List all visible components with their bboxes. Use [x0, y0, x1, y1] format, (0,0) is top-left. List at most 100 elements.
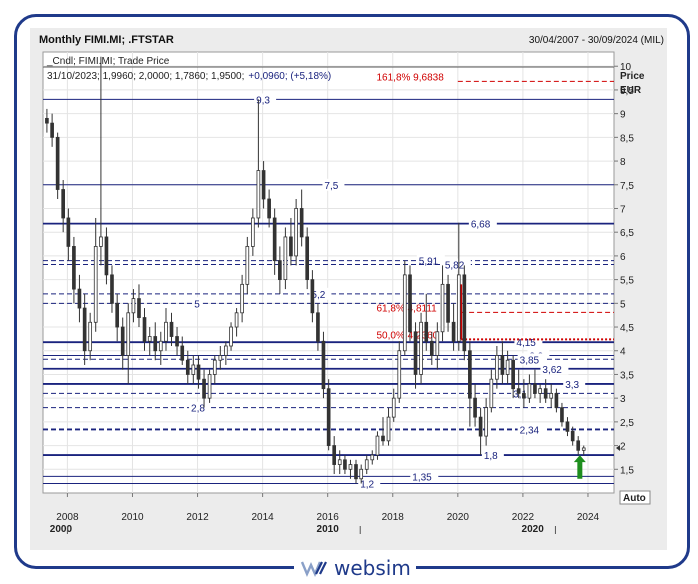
candle-body	[516, 388, 521, 394]
candle-body	[500, 355, 505, 375]
info-change: +0,0960; (+5,18%)	[248, 71, 331, 82]
candle-body	[332, 445, 337, 465]
y-tick-label: 6,5	[620, 228, 634, 239]
fib-label: 50,0% 4,2360	[376, 330, 438, 341]
level-label-bg	[322, 178, 345, 191]
candle-body	[364, 459, 369, 470]
candle-body	[61, 189, 66, 219]
y-tick-label: 8	[620, 157, 626, 168]
candle-body	[337, 459, 342, 465]
candle-body	[289, 236, 293, 257]
candle-body	[511, 359, 515, 390]
y-tick-label: 9	[620, 110, 626, 121]
candle-body	[478, 416, 483, 437]
candle-body	[229, 326, 233, 347]
candle-body	[462, 274, 467, 352]
price-axis: 1,5 2 2,5 3 3,5 4 4,5 5 5,5 6 6,5 7 7,5 8 8,5 9 9,5 10	[614, 62, 634, 476]
candle-body	[402, 274, 407, 352]
candle-body	[245, 246, 250, 285]
x-tick-label: 2016	[317, 512, 340, 523]
candle-body	[326, 388, 331, 446]
y-tick-label: 3	[620, 394, 626, 405]
candle-body	[413, 331, 418, 375]
candle-body	[82, 307, 87, 352]
candle-body	[115, 302, 120, 328]
arrow-shape	[573, 455, 586, 479]
y-tick-label: 3,5	[620, 370, 634, 381]
level-label: 5,91	[419, 257, 439, 268]
x-tick-label: 2024	[577, 512, 600, 523]
x-tick-label: 2018	[382, 512, 405, 523]
level-label-bg	[442, 258, 471, 271]
candle-body	[484, 407, 488, 437]
y-tick-label: 8,5	[620, 133, 634, 144]
candle-body	[381, 435, 385, 442]
candle-body	[185, 359, 190, 375]
candle-body	[343, 459, 347, 470]
price-axis-unit: EUR	[620, 85, 642, 96]
candle-body	[110, 274, 114, 304]
level-label: 2,34	[520, 425, 540, 436]
candlestick-series	[45, 56, 586, 484]
y-tick-label: 4,5	[620, 323, 634, 334]
level-label: 2,8	[191, 404, 205, 415]
y-tick-label: 2	[620, 442, 626, 453]
decade-label: 2010	[317, 524, 340, 535]
level-label: 3,85	[520, 355, 540, 366]
candle-body	[126, 312, 131, 356]
candle-body	[354, 464, 358, 480]
candle-body	[468, 350, 472, 399]
level-label: 3,1	[513, 389, 527, 400]
candle-body	[120, 326, 125, 356]
candle-body	[473, 397, 477, 418]
candle-body	[522, 393, 526, 399]
candle-body	[202, 378, 206, 399]
candle-body	[169, 321, 174, 337]
level-label-bg	[563, 377, 586, 390]
candle-body	[299, 208, 304, 238]
candle-body	[93, 246, 98, 323]
candle-body	[543, 388, 548, 399]
x-tick-label: 2014	[251, 512, 274, 523]
candle-body	[456, 274, 461, 342]
y-tick-label: 4	[620, 347, 626, 358]
candle-body	[72, 246, 76, 290]
level-label-bg	[468, 217, 497, 230]
level-label-bg	[192, 297, 203, 310]
y-tick-label: 7,5	[620, 181, 634, 192]
y-tick-label: 2,5	[620, 418, 634, 429]
info-values: 31/10/2023; 1,9960; 2,0000; 1,7860; 1,95…	[47, 71, 244, 82]
level-label: 4,15	[516, 338, 536, 349]
level-label: 1,2	[360, 480, 374, 491]
y-tick-label: 10	[620, 62, 632, 73]
candle-body	[375, 435, 380, 456]
x-tick-label: 2012	[186, 512, 209, 523]
candle-body	[153, 336, 158, 352]
candle-body	[77, 288, 82, 309]
auto-button[interactable]	[619, 490, 651, 505]
fibonacci-levels: 161,8% 9,6838 61,8% 4,8111 50,0% 4,2360	[376, 72, 614, 341]
candle-body	[164, 321, 168, 342]
chart-title: Monthly FIMI.MI; .FTSTAR	[39, 34, 174, 46]
y-tick-label: 7	[620, 204, 626, 215]
candle-body	[408, 274, 412, 333]
candle-body	[397, 350, 402, 399]
candle-body	[104, 236, 109, 276]
candle-body	[272, 217, 277, 262]
y-tick-label: 5	[620, 299, 626, 310]
candle-body	[283, 236, 288, 281]
level-label: 3,62	[542, 365, 562, 376]
date-range: 30/04/2007 - 30/09/2024 (MIL)	[528, 35, 664, 46]
y-tick-label: 5,5	[620, 276, 634, 287]
candle-body	[256, 170, 261, 219]
candle-body	[424, 321, 429, 342]
level-label: 3,3	[565, 380, 579, 391]
candle-body	[310, 279, 315, 314]
candle-body	[142, 317, 147, 342]
level-label-bg	[309, 287, 332, 300]
x-tick-label: 2008	[56, 512, 79, 523]
candle-body	[359, 468, 364, 480]
candle-body	[440, 283, 445, 333]
candle-body	[99, 236, 103, 247]
